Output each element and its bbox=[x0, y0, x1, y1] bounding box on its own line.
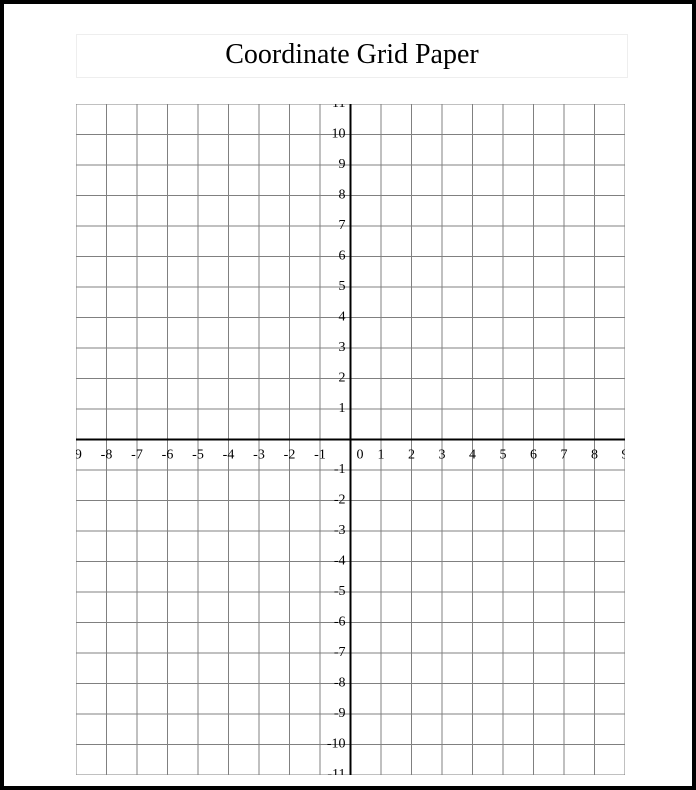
svg-text:-7: -7 bbox=[334, 645, 346, 660]
svg-text:9: 9 bbox=[339, 157, 346, 172]
svg-text:-2: -2 bbox=[284, 448, 296, 463]
svg-text:5: 5 bbox=[500, 448, 507, 463]
svg-text:-2: -2 bbox=[334, 493, 346, 508]
svg-text:-8: -8 bbox=[334, 676, 346, 691]
svg-text:3: 3 bbox=[339, 340, 346, 355]
svg-text:-8: -8 bbox=[101, 448, 113, 463]
svg-text:5: 5 bbox=[339, 279, 346, 294]
svg-text:-11: -11 bbox=[327, 767, 345, 775]
svg-text:-3: -3 bbox=[334, 523, 346, 538]
svg-text:7: 7 bbox=[561, 448, 568, 463]
svg-text:-1: -1 bbox=[334, 462, 346, 477]
svg-text:1: 1 bbox=[339, 401, 346, 416]
page-frame: Coordinate Grid Paper -9 -8 -7 -6 -5 -4 -3 -2 -1… bbox=[0, 0, 696, 790]
svg-text:3: 3 bbox=[439, 448, 446, 463]
grid-svg: -9-8-7-6-5-4-3-2-10123456789-11-10-9-8-7… bbox=[76, 104, 625, 775]
svg-text:-5: -5 bbox=[192, 448, 204, 463]
svg-text:11: 11 bbox=[332, 104, 345, 111]
svg-text:1: 1 bbox=[378, 448, 385, 463]
svg-text:8: 8 bbox=[591, 448, 598, 463]
svg-text:-5: -5 bbox=[334, 584, 346, 599]
svg-text:9: 9 bbox=[622, 448, 626, 463]
svg-text:-9: -9 bbox=[76, 448, 82, 463]
svg-text:-3: -3 bbox=[253, 448, 265, 463]
svg-text:8: 8 bbox=[339, 188, 346, 203]
svg-text:-4: -4 bbox=[334, 554, 346, 569]
svg-text:2: 2 bbox=[339, 371, 346, 386]
svg-text:4: 4 bbox=[469, 448, 476, 463]
svg-text:-4: -4 bbox=[223, 448, 235, 463]
svg-text:6: 6 bbox=[530, 448, 537, 463]
coordinate-grid: -9-8-7-6-5-4-3-2-10123456789-11-10-9-8-7… bbox=[76, 104, 625, 780]
svg-text:-6: -6 bbox=[162, 448, 174, 463]
svg-text:10: 10 bbox=[332, 127, 346, 142]
svg-text:-9: -9 bbox=[334, 706, 346, 721]
svg-text:-10: -10 bbox=[327, 737, 346, 752]
svg-text:7: 7 bbox=[339, 218, 346, 233]
svg-text:2: 2 bbox=[408, 448, 415, 463]
svg-text:0: 0 bbox=[357, 448, 364, 463]
svg-text:4: 4 bbox=[339, 310, 346, 325]
svg-text:-7: -7 bbox=[131, 448, 143, 463]
svg-text:-6: -6 bbox=[334, 615, 346, 630]
svg-text:-1: -1 bbox=[314, 448, 326, 463]
svg-text:6: 6 bbox=[339, 249, 346, 264]
page-title: Coordinate Grid Paper bbox=[76, 34, 628, 78]
